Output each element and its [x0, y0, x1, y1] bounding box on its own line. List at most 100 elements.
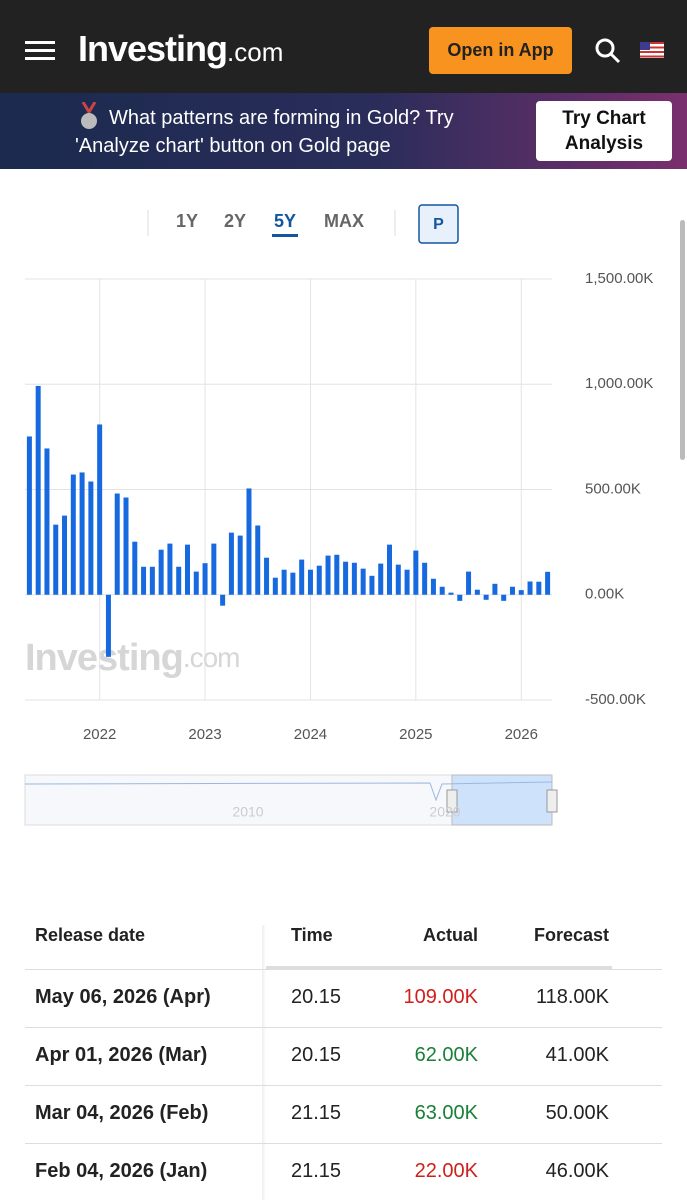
top-bar: Investing.com Open in App — [0, 0, 687, 93]
logo-text: Investing — [78, 28, 228, 69]
range-button[interactable]: 2Y — [224, 211, 246, 231]
range-button[interactable]: MAX — [324, 211, 364, 231]
actual: 63.00K — [414, 1102, 478, 1124]
actual: 22.00K — [414, 1160, 478, 1182]
bar — [184, 544, 190, 595]
bar — [26, 436, 32, 595]
navigator-handle[interactable] — [546, 789, 558, 813]
x-tick-label: 2026 — [505, 726, 538, 743]
search-icon[interactable] — [594, 37, 622, 65]
x-tick-label: 2023 — [188, 726, 221, 743]
watermark-text: Investing — [25, 637, 183, 679]
bar — [492, 583, 498, 595]
column-header: Time — [291, 925, 333, 945]
bar — [325, 555, 331, 595]
bar — [132, 541, 138, 595]
bar — [483, 594, 489, 600]
column-header: Actual — [422, 925, 478, 945]
bar — [316, 565, 322, 595]
menu-icon[interactable] — [25, 40, 57, 62]
bar — [211, 543, 217, 595]
bar — [369, 575, 375, 595]
bar — [149, 566, 155, 595]
bar — [114, 493, 120, 595]
y-tick-label: 1,000.00K — [585, 375, 653, 392]
bar — [141, 566, 147, 595]
bar — [246, 488, 252, 595]
bar — [466, 571, 472, 595]
navigator-label: 2010 — [232, 804, 263, 820]
bar — [422, 562, 428, 595]
bar — [360, 568, 366, 595]
navigator-line — [24, 781, 553, 802]
bar — [176, 566, 182, 595]
y-tick-label: 0.00K — [585, 586, 624, 603]
bar — [334, 554, 340, 595]
y-tick-label: 500.00K — [585, 480, 641, 497]
bar — [105, 594, 111, 657]
release-date: Apr 01, 2026 (Mar) — [35, 1044, 208, 1066]
bar — [536, 581, 542, 595]
release-date: May 06, 2026 (Apr) — [35, 986, 211, 1008]
bar — [44, 448, 50, 595]
promo-banner: What patterns are forming in Gold? Try '… — [0, 93, 687, 169]
forecast: 41.00K — [545, 1044, 609, 1066]
bar — [97, 424, 103, 595]
medal-icon — [81, 102, 97, 129]
bar — [404, 569, 410, 595]
banner-text: What patterns are forming in Gold? Try '… — [75, 107, 454, 157]
open-app-button[interactable]: Open in App — [429, 27, 572, 74]
bar — [387, 544, 393, 595]
bar — [264, 557, 270, 595]
y-tick-label: 1,500.00K — [585, 270, 653, 287]
release-date: Feb 04, 2026 (Jan) — [35, 1160, 208, 1182]
actual: 62.00K — [414, 1044, 478, 1066]
header-underline — [266, 966, 612, 970]
range-button[interactable]: 1Y — [176, 211, 198, 231]
column-shadow — [262, 925, 266, 1200]
bar — [220, 594, 226, 606]
bar — [193, 571, 199, 595]
forecast: 118.00K — [535, 986, 609, 1008]
banner-button[interactable]: Try Chart Analysis — [536, 101, 672, 161]
forecast: 46.00K — [545, 1160, 609, 1182]
time: 20.15 — [291, 986, 342, 1008]
watermark-suffix: .com — [183, 642, 240, 673]
logo[interactable]: Investing.com — [78, 28, 283, 70]
bar — [255, 525, 261, 595]
bar — [378, 563, 384, 595]
data-table: Release date Time Actual Forecast May 06, 20… — [0, 900, 687, 1200]
bar — [62, 515, 68, 595]
bar — [167, 543, 173, 595]
bar — [158, 549, 164, 595]
watermark: Investing.com — [25, 637, 240, 679]
bar — [53, 524, 59, 595]
bar — [70, 474, 76, 595]
toggle-box[interactable] — [418, 204, 459, 244]
logo-suffix: .com — [227, 37, 284, 67]
bar — [545, 571, 551, 595]
bar — [413, 550, 419, 595]
flag-icon[interactable] — [640, 42, 664, 58]
bar — [448, 592, 454, 595]
bar — [123, 497, 129, 595]
navigator-label: 2020 — [429, 804, 460, 820]
bar — [307, 569, 313, 595]
time: 21.15 — [291, 1160, 342, 1182]
bar — [527, 581, 533, 595]
bar — [272, 577, 278, 595]
range-underline — [272, 234, 298, 237]
bar — [501, 594, 507, 601]
toggle-label: P — [433, 216, 444, 233]
row-divider — [25, 1027, 662, 1028]
row-divider — [25, 1143, 662, 1144]
navigator-handle[interactable] — [446, 789, 458, 813]
column-header: Release date — [35, 925, 146, 945]
bar — [457, 594, 463, 601]
chart: 1Y 2Y 5Y MAX P Investing.com -500.00K 0.00K 500.… — [24, 204, 685, 826]
bar — [439, 586, 445, 595]
bar — [35, 385, 41, 595]
range-button[interactable]: 5Y — [274, 211, 296, 231]
forecast: 50.00K — [545, 1102, 609, 1124]
